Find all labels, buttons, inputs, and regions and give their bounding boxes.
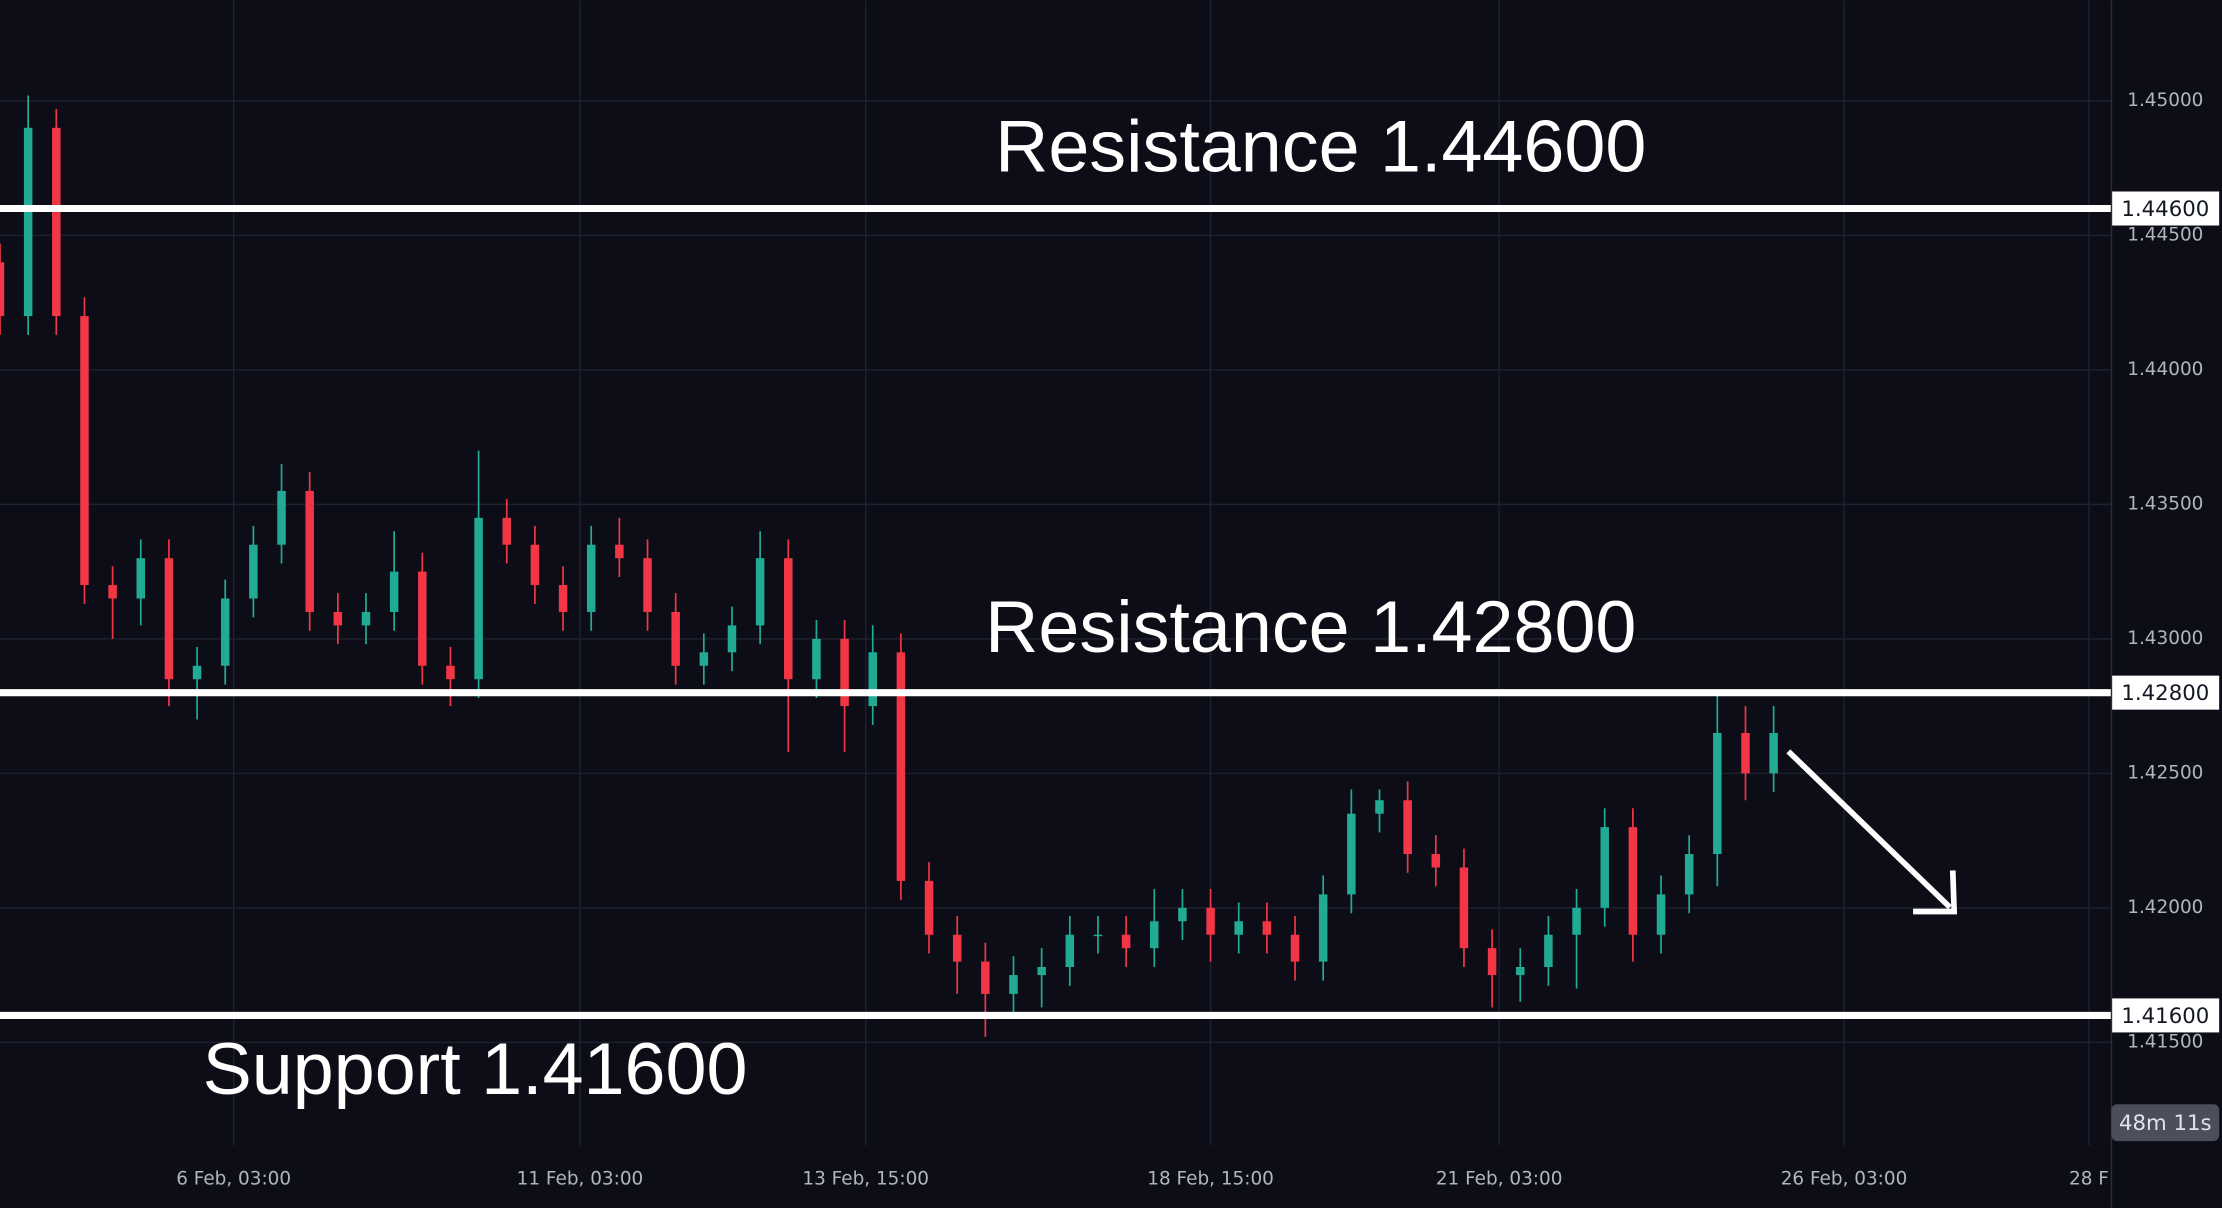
x-tick-label: 6 Feb, 03:00 <box>176 1168 291 1189</box>
level-label: 1.41600 <box>2121 1004 2209 1029</box>
candle-body <box>671 611 680 666</box>
candle-body <box>80 316 89 586</box>
trend-arrow <box>1786 749 1952 910</box>
candle-body <box>615 544 624 559</box>
candle-body <box>1656 894 1666 935</box>
candle-body <box>446 665 455 680</box>
candle-body <box>558 585 568 612</box>
axes: 1.41500 1.42000 1.42500 1.43000 1.43500 1.440… <box>176 90 2203 1189</box>
candle-body <box>249 544 258 599</box>
candle-body <box>840 638 849 707</box>
candle-body <box>643 558 652 612</box>
candle-body <box>755 558 765 626</box>
candle-body <box>1572 907 1581 935</box>
candle-body <box>277 490 286 545</box>
level-label: 1.42800 <box>2121 681 2209 706</box>
candle-body <box>220 598 230 666</box>
candle-body <box>1318 894 1328 962</box>
candle-body <box>727 625 737 653</box>
y-tick-label: 1.42000 <box>2127 897 2203 918</box>
candle-body <box>1487 948 1497 976</box>
candle-body <box>868 652 877 707</box>
candle-body <box>136 558 146 599</box>
y-tick-label: 1.43000 <box>2127 628 2203 649</box>
y-tick-label: 1.44500 <box>2127 224 2203 245</box>
candle-body <box>1206 907 1215 935</box>
candle-body <box>305 490 314 612</box>
countdown: 48m 11s <box>2119 1111 2212 1136</box>
candle-body <box>192 665 202 680</box>
candle-body <box>1628 827 1638 935</box>
level-annotation: Resistance 1.44600 <box>995 104 1646 187</box>
level-annotation: Resistance 1.42800 <box>985 585 1636 668</box>
candle-body <box>1375 800 1384 814</box>
candle-body <box>52 127 61 317</box>
y-tick-label: 1.45000 <box>2127 90 2203 111</box>
x-tick-label: 28 F <box>2069 1168 2109 1189</box>
candle-body <box>1065 934 1075 968</box>
candle-body <box>1769 732 1778 774</box>
candles <box>0 95 1778 1037</box>
x-tick-label: 11 Feb, 03:00 <box>517 1168 644 1189</box>
candle-body <box>699 652 709 666</box>
candle-body <box>1262 921 1272 935</box>
grid <box>0 0 2112 1146</box>
level-label: 1.44600 <box>2121 197 2209 222</box>
candle-body <box>164 558 174 680</box>
candle-body <box>333 611 343 626</box>
candle-body <box>896 652 906 881</box>
candle-body <box>784 558 793 680</box>
y-tick-label: 1.44000 <box>2127 359 2203 380</box>
x-tick-label: 13 Feb, 15:00 <box>802 1168 929 1189</box>
candle-body <box>530 544 540 586</box>
candle-body <box>1600 827 1609 908</box>
candle-body <box>1516 967 1525 976</box>
candle-body <box>1684 854 1694 895</box>
candle-body <box>586 544 596 612</box>
candle-body <box>361 611 371 626</box>
candle-body <box>1009 975 1018 994</box>
level-label-box <box>2111 675 2220 710</box>
x-tick-label: 18 Feb, 15:00 <box>1147 1168 1274 1189</box>
candle-body <box>1741 732 1750 774</box>
level-label-box <box>2111 998 2220 1033</box>
candle-body <box>952 934 962 962</box>
y-tick-label: 1.42500 <box>2127 762 2203 783</box>
candle-body <box>1347 813 1356 895</box>
levels: 1.44600 Resistance 1.44600 1.42800 Resistan… <box>0 104 2220 1110</box>
candle-body <box>23 127 33 317</box>
candle-body <box>0 262 5 317</box>
candle-body <box>981 961 990 994</box>
y-tick-label: 1.41500 <box>2127 1031 2203 1052</box>
candle-body <box>1431 854 1441 868</box>
candle-body <box>1544 934 1553 968</box>
candle-body <box>1403 800 1412 855</box>
candle-body <box>389 571 399 612</box>
level-label-box <box>2111 191 2220 226</box>
x-tick-label: 26 Feb, 03:00 <box>1781 1168 1908 1189</box>
countdown-box <box>2111 1104 2220 1142</box>
candle-body <box>1234 921 1243 935</box>
x-tick-label: 21 Feb, 03:00 <box>1436 1168 1563 1189</box>
candle-body <box>418 571 427 666</box>
candle-body <box>502 517 512 545</box>
candle-body <box>1713 732 1722 855</box>
candle-body <box>1150 921 1159 949</box>
level-annotation: Support 1.41600 <box>203 1027 748 1110</box>
trend-arrow-head <box>1913 870 1958 915</box>
candle-body <box>1459 867 1469 949</box>
candle-body <box>1093 934 1103 937</box>
candle-body <box>1178 907 1187 922</box>
candle-body <box>108 585 117 599</box>
candle-body <box>1290 934 1300 962</box>
candle-body <box>474 517 483 680</box>
candle-body <box>1121 934 1131 949</box>
candle-body <box>924 880 934 935</box>
candle-body <box>812 638 821 680</box>
y-tick-label: 1.43500 <box>2127 493 2203 514</box>
candle-body <box>1037 967 1046 976</box>
